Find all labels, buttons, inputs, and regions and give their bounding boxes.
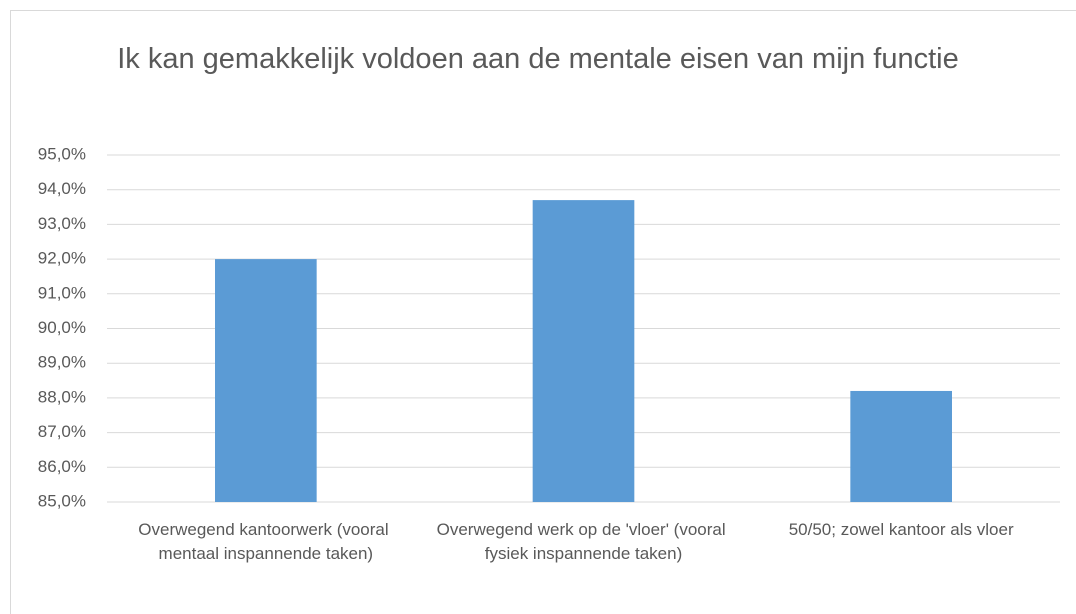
y-tick-label: 94,0% <box>38 179 86 198</box>
x-tick-label: Overwegend kantoorwerk (vooral mentaal i… <box>138 520 393 563</box>
x-tick-label: Overwegend werk op de 'vloer' (vooral fy… <box>437 520 731 563</box>
y-tick-label: 86,0% <box>38 457 86 476</box>
y-tick-label: 91,0% <box>38 283 86 302</box>
y-tick-label: 90,0% <box>38 318 86 337</box>
y-tick-label: 93,0% <box>38 214 86 233</box>
y-tick-label: 89,0% <box>38 353 86 372</box>
y-tick-label: 88,0% <box>38 387 86 406</box>
bar <box>532 200 635 503</box>
chart-frame <box>10 10 1076 614</box>
y-tick-label: 92,0% <box>38 249 86 268</box>
chart-title: Ik kan gemakkelijk voldoen aan de mental… <box>117 43 958 75</box>
x-tick-label: 50/50; zowel kantoor als vloer <box>789 520 1014 539</box>
bar <box>850 390 952 502</box>
y-tick-label: 87,0% <box>38 422 86 441</box>
y-tick-label: 85,0% <box>38 491 86 510</box>
y-tick-label: 95,0% <box>38 144 86 163</box>
bar <box>215 259 317 502</box>
